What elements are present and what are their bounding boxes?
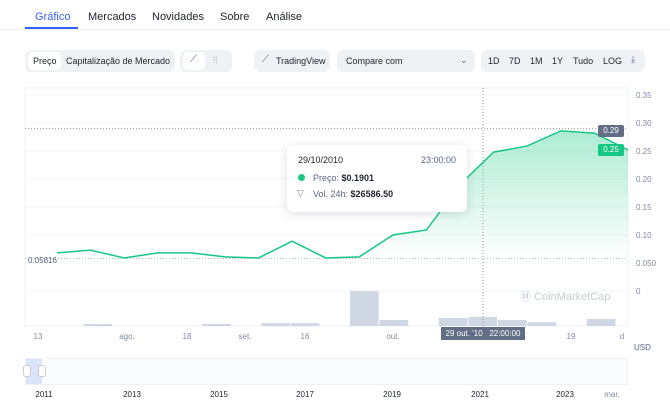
y-tick-label: 0.15 (636, 203, 652, 212)
navigator-tick-label: mar. (604, 390, 620, 399)
volume-bar (350, 291, 379, 326)
y-tick-label: 0.30 (636, 119, 652, 128)
price-dot-icon (298, 174, 305, 181)
tooltip: 29/10/2010 23:00:00 Preço: $0.1901 ▽ Vol… (287, 145, 467, 212)
tab-bar: Gráfico Mercados Novidades Sobre Análise (0, 0, 670, 30)
x-tick-label: 16 (301, 332, 310, 341)
navigator-tick-label: 2017 (296, 390, 314, 399)
navigator-tick-label: 2011 (35, 390, 53, 399)
tab-analise[interactable]: Análise (266, 11, 303, 23)
tradingview-button[interactable]: ⟋ TradingView (254, 50, 330, 72)
y-tick-label: 0.10 (636, 231, 652, 240)
navigator-right-handle[interactable] (38, 365, 46, 377)
log-button[interactable]: LOG (603, 56, 623, 66)
selected-pill (28, 52, 61, 70)
volume-bar (468, 316, 497, 326)
tab-sobre[interactable]: Sobre (220, 11, 250, 23)
currency-label: USD (634, 343, 651, 352)
current-price-label: 0.25 (598, 144, 624, 156)
x-tick-label: 19 (567, 332, 576, 341)
range-1d[interactable]: 1D (488, 56, 500, 66)
volume-icon: ▽ (297, 188, 304, 198)
y-tick-label: 0.20 (636, 175, 652, 184)
crosshair-x-label: 29 out. '10 22:00:00 (441, 327, 525, 340)
range-7d[interactable]: 7D (509, 56, 521, 66)
volume-bar (83, 324, 113, 326)
tooltip-price: Preço: $0.1901 (313, 173, 374, 183)
start-price-label: 0.05816 (28, 256, 57, 265)
navigator-tick-label: 2019 (383, 390, 401, 399)
compare-label: Compare com (346, 56, 403, 66)
volume-value: $26586.50 (350, 189, 394, 199)
range-toggle: 1D 7D 1M 1Y Tudo LOG ⤓ (481, 50, 645, 72)
y-tick-label: 0.35 (636, 91, 652, 100)
tooltip-time: 23:00:00 (420, 155, 456, 165)
navigator-tick-label: 2013 (123, 390, 141, 399)
tab-grafico[interactable]: Gráfico (35, 11, 71, 23)
volume-bar (379, 320, 409, 326)
chevron-down-icon: ⌄ (460, 55, 468, 65)
volume-bar (498, 320, 527, 326)
price-line (56, 130, 629, 259)
price-value: $0.1901 (341, 173, 375, 183)
compare-select[interactable]: Compare com ⌄ (337, 50, 475, 72)
range-1m[interactable]: 1M (530, 56, 543, 66)
y-tick-label: 0.050 (636, 259, 657, 268)
download-icon[interactable]: ⤓ (631, 54, 635, 64)
watermark: Ⓜ CoinMarketCap (520, 288, 610, 304)
line-chart-icon[interactable]: ⟋ (190, 54, 197, 65)
navigator-left-handle[interactable] (23, 365, 31, 377)
active-tab-indicator (25, 27, 78, 29)
navigator-tick-label: 2023 (556, 390, 574, 399)
navigator-tick-label: 2015 (210, 390, 228, 399)
y-tick-label: 0.25 (636, 147, 652, 156)
tradingview-icon: ⟋ (262, 54, 269, 65)
volume-bar (438, 317, 468, 326)
tab-mercados[interactable]: Mercados (88, 11, 137, 23)
navigator-tick-label: 2021 (471, 390, 489, 399)
volume-bar (586, 319, 616, 326)
x-tick-label: ago. (119, 332, 135, 341)
volume-bar (261, 323, 290, 326)
x-tick-label: 13 (34, 332, 43, 341)
tradingview-label: TradingView (276, 56, 326, 66)
x-tick-label: d (620, 332, 624, 341)
x-tick-label: set. (239, 332, 252, 341)
chart-type-toggle: ⟋ ⫶⫶ (180, 50, 232, 72)
x-tick-label: 18 (183, 332, 192, 341)
candlestick-icon[interactable]: ⫶⫶ (213, 55, 218, 65)
watermark-text: CoinMarketCap (534, 291, 611, 303)
range-1y[interactable]: 1Y (552, 56, 564, 66)
volume-bar (290, 323, 320, 326)
range-navigator[interactable] (23, 358, 628, 385)
volume-bar (202, 324, 231, 326)
market-cap-button[interactable]: Capitalização de Mercado (66, 56, 171, 66)
volume-bar (527, 322, 557, 326)
volume-label: Vol. 24h: (313, 189, 349, 199)
price-label: Preço: (313, 173, 340, 183)
price-area (57, 130, 628, 259)
line-chart-button[interactable] (183, 52, 205, 70)
y-tick-label: 0 (636, 287, 641, 296)
tooltip-volume: Vol. 24h: $26586.50 (313, 189, 393, 199)
metric-toggle: Preço Capitalização de Mercado (25, 50, 175, 72)
price-button[interactable]: Preço (33, 56, 57, 66)
range-all[interactable]: Tudo (573, 56, 594, 66)
tab-novidades[interactable]: Novidades (152, 11, 204, 23)
crosshair-y-label: 0.29 (598, 125, 624, 137)
coinmarketcap-logo-icon: Ⓜ (520, 291, 531, 303)
tooltip-date: 29/10/2010 (298, 155, 344, 165)
x-tick-label: out. (386, 332, 399, 341)
